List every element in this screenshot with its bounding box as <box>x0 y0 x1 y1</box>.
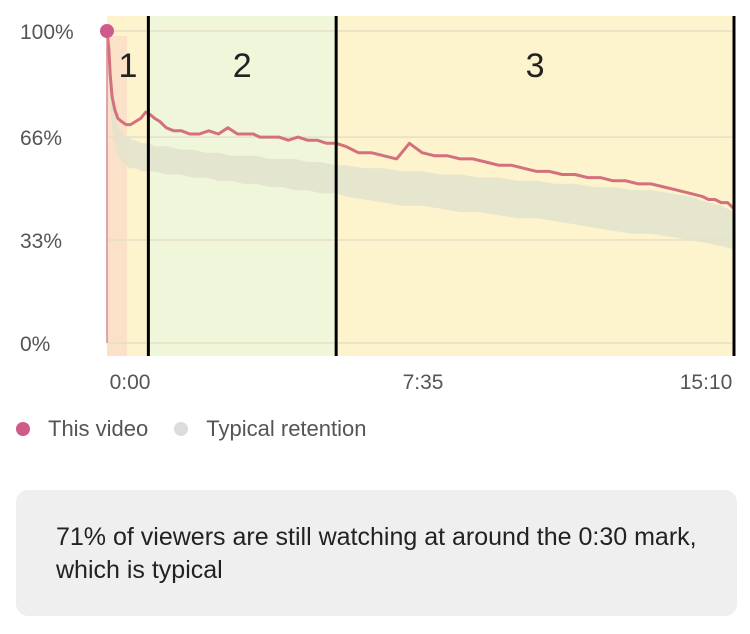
x-tick-label: 15:10 <box>680 371 733 394</box>
y-tick-label: 100% <box>20 21 74 44</box>
zone-label-2: 2 <box>233 47 252 85</box>
retention-info-card: 71% of viewers are still watching at aro… <box>16 490 737 616</box>
retention-info-text: 71% of viewers are still watching at aro… <box>56 523 697 584</box>
legend-label-this-video: This video <box>48 416 149 441</box>
x-tick-label: 0:00 <box>110 371 151 394</box>
legend-item-typical-retention[interactable]: Typical retention <box>174 416 366 442</box>
typical-retention-band <box>107 46 734 250</box>
legend-item-this-video[interactable]: This video <box>16 416 148 442</box>
y-axis-ticks: 100% 66% 33% 0% <box>20 21 74 356</box>
zone-label-3: 3 <box>526 47 545 85</box>
start-point-dot <box>100 24 114 38</box>
zone-label-1: 1 <box>119 47 138 85</box>
this-video-dot-icon <box>16 422 30 436</box>
typical-retention-dot-icon <box>174 422 189 436</box>
retention-chart: 1 2 3 100% 66% 33% 0% 0:00 7:35 15:10 <box>20 16 736 394</box>
y-tick-label: 0% <box>20 333 50 356</box>
zone-labels: 1 2 3 <box>119 47 545 85</box>
y-tick-label: 66% <box>20 127 62 150</box>
zone-boundaries <box>146 16 736 356</box>
legend: This video Typical retention <box>16 414 392 444</box>
typical-retention-area <box>107 46 734 250</box>
y-tick-label: 33% <box>20 230 62 253</box>
gridlines <box>107 30 734 344</box>
legend-label-typical-retention: Typical retention <box>206 416 367 441</box>
x-axis-ticks: 0:00 7:35 15:10 <box>110 371 733 394</box>
x-tick-label: 7:35 <box>403 371 444 394</box>
